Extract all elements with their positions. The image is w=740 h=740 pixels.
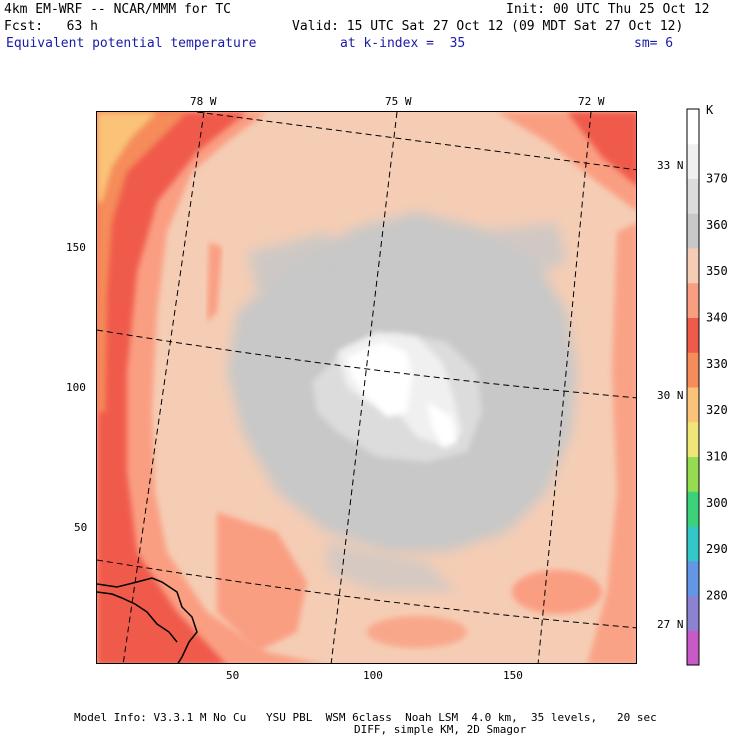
colorbar-swatch [687,143,699,179]
field-band-340-west [97,112,247,663]
colorbar-label: 360 [706,218,728,232]
field-patch-se [512,570,602,614]
coastline [97,577,198,663]
field-name: Equivalent potential temperature [6,36,257,51]
smoothing-info: sm= 6 [634,36,674,51]
field-arm-s [327,542,457,592]
meridian-75w [330,112,398,663]
colorbar-label: 310 [706,450,728,464]
field-band-345-sw [217,512,307,652]
valid-time: Valid: 15 UTC Sat 27 Oct 12 (09 MDT Sat … [292,19,684,34]
field-band-345-west [97,112,318,663]
field-core-max [347,342,412,417]
field-band-330-nw [97,112,157,202]
init-time: Init: 00 UTC Thu 25 Oct 12 [506,2,710,17]
coastline-inner [97,591,178,643]
colorbar-swatch [687,282,699,318]
colorbar-swatch [687,630,699,666]
colorbar-label: 370 [706,172,728,186]
field-arm-nw [247,232,357,302]
lon-label-72w: 72 W [578,95,605,108]
colorbar-swatch [687,213,699,249]
colorbar-swatch [687,387,699,423]
colorbar-swatch [687,421,699,457]
model-title: 4km EM-WRF -- NCAR/MMM for TC [4,2,231,17]
parallel-27n [97,559,636,629]
colorbar-label: 300 [706,496,728,510]
colorbar-swatch [687,560,699,596]
lat-label-30n: 30 N [657,389,684,402]
colorbar-label: 340 [706,311,728,325]
colorbar-unit: K [706,103,714,117]
parallel-33n [196,112,636,171]
colorbar-swatch [687,352,699,388]
colorbar-frame [686,108,700,666]
map-plot-area [96,111,637,664]
level-info: at k-index = 35 [340,36,466,51]
x-tick-100: 100 [363,669,383,682]
x-tick-150: 150 [503,669,523,682]
colorbar-swatch [687,456,699,492]
colorbar-swatch [687,248,699,284]
colorbar-swatch [687,526,699,562]
graticule [97,112,636,663]
lon-label-78w: 78 W [190,95,217,108]
parallel-30n [97,329,636,399]
field-arm-ne [477,222,567,282]
x-tick-50: 50 [226,669,240,682]
lat-label-33n: 33 N [657,159,684,172]
colorbar-label: 330 [706,357,728,371]
y-tick-150: 150 [66,241,86,254]
lon-label-75w: 75 W [385,95,412,108]
forecast-hour: Fcst: 63 h [4,19,98,34]
colorbar-label: 280 [706,589,728,603]
colorbar-swatch [687,491,699,527]
colorbar-swatch [687,317,699,353]
model-info-line-2: DIFF, simple KM, 2D Smagor [354,723,527,736]
model-info-line: Model Info: V3.3.1 M No Cu YSU PBL WSM 6… [74,711,657,724]
meridian-72w [537,112,592,663]
theta-e-field [97,112,636,663]
field-patch-s [367,616,467,648]
colorbar-swatch [687,595,699,631]
field-band-345-east [587,222,636,663]
colorbar-swatch [687,109,699,145]
colorbar-swatch [687,178,699,214]
y-tick-100: 100 [66,381,86,394]
colorbar-label: 350 [706,264,728,278]
colorbar-label: 290 [706,542,728,556]
y-tick-50: 50 [74,521,88,534]
field-band-335-nw [97,112,187,412]
meridian-78w [122,112,205,663]
field-streak-w [207,242,222,322]
colorbar-label: 320 [706,403,728,417]
field-core-max-2 [427,402,457,447]
lat-label-27n: 27 N [657,618,684,631]
